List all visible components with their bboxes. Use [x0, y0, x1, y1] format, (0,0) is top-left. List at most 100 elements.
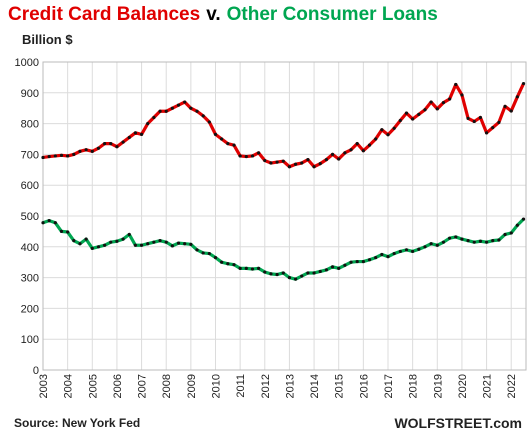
data-point	[59, 153, 64, 157]
data-point	[386, 255, 390, 259]
data-point	[312, 165, 316, 169]
data-point	[183, 100, 187, 104]
x-tick-label: 2013	[284, 374, 296, 398]
y-tick-label: 1000	[15, 57, 39, 69]
data-point	[275, 272, 279, 277]
data-point	[244, 266, 248, 270]
data-point	[133, 243, 138, 247]
data-point	[398, 118, 402, 123]
x-tick-label: 2015	[334, 374, 346, 398]
data-point	[478, 239, 483, 243]
data-point	[170, 106, 174, 110]
data-point	[226, 142, 230, 146]
data-point	[115, 239, 119, 243]
x-tick-label: 2021	[482, 374, 494, 398]
data-point	[380, 128, 384, 132]
y-tick-label: 100	[21, 334, 39, 346]
data-point	[374, 137, 378, 141]
data-point	[343, 263, 347, 267]
x-tick-label: 2007	[137, 374, 149, 398]
data-point	[306, 158, 310, 162]
data-point	[392, 251, 396, 256]
x-tick-label: 2011	[235, 374, 247, 398]
data-point	[435, 107, 439, 111]
data-point	[152, 115, 156, 120]
data-point	[521, 81, 526, 86]
data-point	[491, 126, 495, 130]
data-point	[41, 221, 45, 225]
data-point	[78, 149, 82, 153]
data-point	[515, 95, 519, 99]
data-point	[195, 248, 199, 252]
data-point	[164, 109, 168, 113]
data-point	[460, 93, 464, 97]
data-point	[109, 240, 113, 244]
y-tick-label: 200	[21, 303, 39, 315]
data-point	[503, 232, 507, 237]
data-point	[448, 236, 452, 240]
data-point	[441, 240, 446, 244]
x-tick-label: 2018	[408, 374, 420, 398]
data-point	[244, 154, 248, 159]
data-point	[509, 231, 513, 235]
data-point	[232, 143, 236, 147]
data-point	[133, 131, 138, 135]
x-tick-label: 2019	[432, 374, 444, 398]
data-point	[263, 270, 267, 274]
brand: WOLFSTREET.com	[394, 415, 522, 431]
data-point	[503, 104, 507, 108]
data-point	[318, 162, 322, 166]
data-point	[220, 137, 224, 141]
x-tick-label: 2008	[161, 374, 173, 398]
data-point	[213, 132, 218, 136]
data-point	[269, 272, 273, 276]
data-point	[84, 237, 88, 241]
data-point	[484, 240, 489, 244]
data-point	[47, 219, 51, 223]
data-point	[53, 154, 57, 158]
data-point	[257, 266, 261, 270]
x-tick-label: 2012	[260, 374, 272, 398]
data-point	[41, 155, 45, 160]
y-tick-label: 0	[33, 365, 39, 377]
title-part: Credit Card Balances	[8, 4, 200, 25]
data-point	[515, 223, 519, 227]
data-point	[201, 251, 205, 255]
data-point	[121, 140, 125, 144]
data-point	[330, 152, 335, 156]
data-point	[72, 239, 76, 243]
data-point	[275, 160, 279, 164]
chart-title: Credit Card Balances v. Other Consumer Loa…	[8, 4, 438, 25]
data-point	[59, 229, 64, 233]
data-point	[337, 157, 341, 161]
x-tick-label: 2004	[63, 374, 75, 398]
data-point	[176, 241, 181, 245]
data-point	[189, 106, 193, 110]
data-point	[47, 154, 51, 159]
title-part: v.	[206, 4, 220, 25]
x-tick-label: 2003	[38, 374, 50, 398]
data-point	[109, 142, 113, 146]
data-point	[90, 149, 94, 153]
data-point	[324, 158, 328, 162]
data-point	[367, 143, 372, 147]
data-point	[441, 101, 446, 105]
data-point	[287, 165, 292, 169]
data-point	[281, 271, 285, 275]
data-point	[96, 146, 101, 150]
data-point	[158, 239, 162, 243]
data-point	[460, 237, 464, 241]
data-point	[232, 263, 236, 267]
data-point	[361, 259, 365, 264]
data-point	[466, 116, 470, 120]
data-point	[164, 240, 168, 244]
x-tick-label: 2022	[506, 374, 518, 398]
plot-frame	[42, 61, 527, 371]
data-point	[398, 249, 402, 254]
data-point	[417, 112, 421, 116]
data-point	[189, 242, 193, 246]
data-point	[96, 245, 101, 249]
data-point	[472, 119, 476, 124]
data-point	[454, 235, 458, 239]
y-tick-label: 300	[21, 273, 39, 285]
